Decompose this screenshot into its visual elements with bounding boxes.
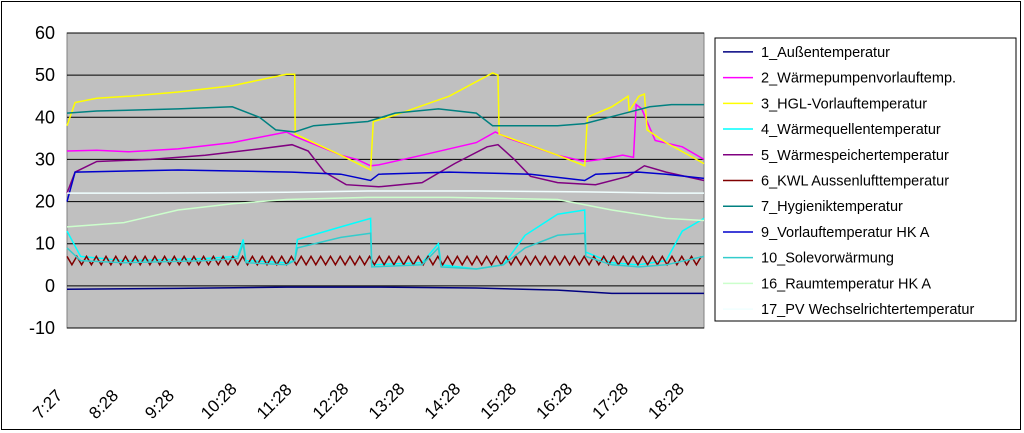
legend-box: [714, 37, 1017, 322]
x-tick-label: 15:28: [477, 379, 521, 423]
series-line-8: [66, 169, 705, 202]
y-tick-label: -10: [29, 318, 55, 338]
series-line-9: [66, 232, 705, 270]
y-tick-label: 0: [45, 276, 55, 296]
x-tick-label: 9:28: [141, 386, 178, 423]
series-line-1: [66, 286, 704, 295]
legend-label: 1_Außentemperatur: [761, 45, 890, 61]
series-line-5: [66, 143, 705, 194]
legend-label: 9_Vorlauftemperatur HK A: [761, 225, 930, 241]
gridlines: [67, 32, 704, 329]
plot-area: [66, 32, 705, 329]
series-line-10: [66, 196, 705, 228]
y-tick-label: 60: [35, 23, 55, 43]
series-line-2: [66, 103, 705, 167]
x-axis: 7:27 8:28 9:28 10:28 11:28 12:28 13:28 14:28 15:…: [29, 379, 688, 423]
series-line-11: [67, 190, 704, 194]
x-tick-label: 11:28: [253, 380, 296, 423]
legend-label: 4_Wärmequellentemperatur: [761, 122, 941, 138]
y-tick-label: 10: [35, 234, 55, 254]
y-axis: 60 50 40 30 20 10 0 -10: [29, 23, 55, 338]
legend-label: 6_KWL Aussenlufttemperatur: [761, 174, 949, 190]
series-line-7: [66, 103, 704, 133]
x-tick-label: 16:28: [533, 379, 577, 423]
legend-label: 16_Raumtemperatur HK A: [761, 276, 931, 292]
legend-label: 2_Wärmepumpenvorlauftemp.: [761, 71, 956, 87]
x-tick-label: 17:28: [588, 379, 632, 423]
legend-label: 10_Solevorwärmung: [761, 251, 894, 267]
y-tick-label: 40: [35, 107, 55, 127]
series-line-3: [66, 72, 705, 172]
y-tick-label: 50: [35, 65, 55, 85]
x-tick-label: 14:28: [421, 379, 465, 423]
x-tick-label: 12:28: [309, 379, 353, 423]
x-tick-label: 18:28: [644, 379, 688, 423]
x-tick-label: 7:27: [29, 386, 66, 423]
legend-label: 17_PV Wechselrichtertemperatur: [761, 302, 974, 318]
legend-label: 5_Wärmespeichertemperatur: [761, 148, 949, 164]
y-tick-label: 20: [35, 192, 55, 212]
series-layer: [66, 72, 705, 295]
legend-label: 7_Hygieniktemperatur: [761, 199, 903, 215]
x-tick-label: 8:28: [85, 386, 122, 423]
legend: 1_Außentemperatur 2_Wärmepumpenvorlauftem…: [714, 37, 1017, 322]
legend-label: 3_HGL-Vorlauftemperatur: [761, 96, 927, 112]
x-tick-label: 13:28: [365, 379, 409, 423]
x-tick-label: 10:28: [197, 379, 241, 423]
y-tick-label: 30: [35, 149, 55, 169]
